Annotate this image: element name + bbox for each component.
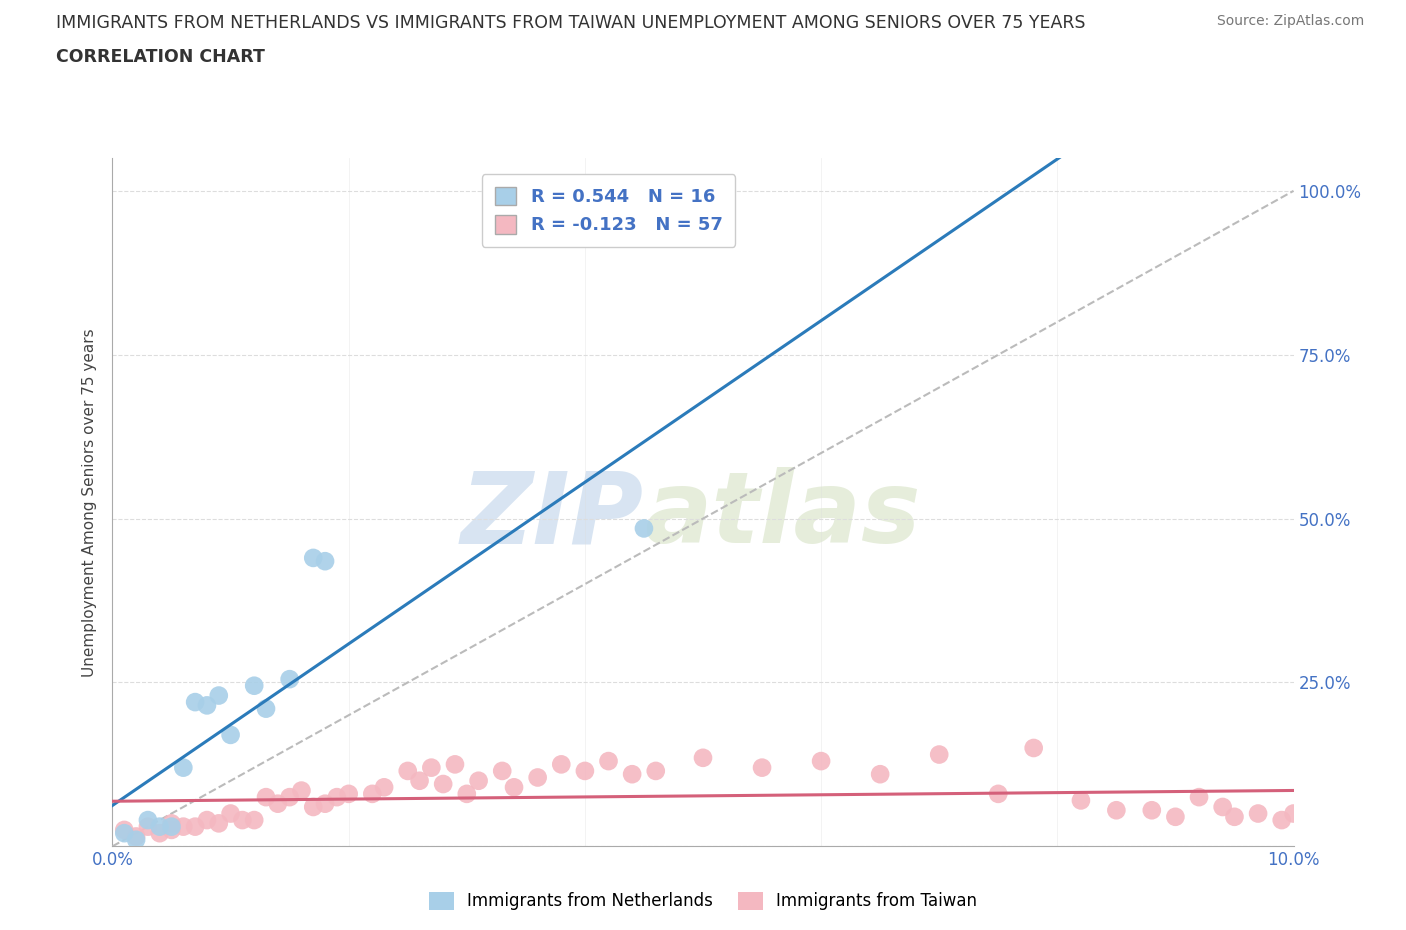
Point	[208, 816, 231, 830]
Point	[987, 787, 1010, 802]
Legend: Immigrants from Netherlands, Immigrants from Taiwan: Immigrants from Netherlands, Immigrants …	[422, 885, 984, 917]
Point	[243, 813, 266, 828]
Point	[550, 757, 572, 772]
Point	[302, 800, 325, 815]
Point	[184, 819, 207, 834]
Point	[278, 790, 301, 804]
Point	[751, 760, 773, 775]
Point	[337, 787, 360, 802]
Point	[526, 770, 548, 785]
Point	[1188, 790, 1211, 804]
Point	[290, 783, 312, 798]
Point	[136, 813, 159, 828]
Point	[172, 819, 194, 834]
Point	[1247, 806, 1270, 821]
Point	[302, 551, 325, 565]
Text: Source: ZipAtlas.com: Source: ZipAtlas.com	[1216, 14, 1364, 28]
Point	[1105, 803, 1128, 817]
Point	[231, 813, 253, 828]
Point	[1223, 809, 1246, 824]
Point	[172, 760, 194, 775]
Point	[278, 671, 301, 686]
Point	[1070, 793, 1092, 808]
Point	[621, 766, 644, 781]
Point	[491, 764, 513, 778]
Point	[1164, 809, 1187, 824]
Point	[928, 747, 950, 762]
Y-axis label: Unemployment Among Seniors over 75 years: Unemployment Among Seniors over 75 years	[82, 328, 97, 676]
Point	[644, 764, 666, 778]
Point	[467, 774, 489, 789]
Point	[314, 796, 336, 811]
Point	[112, 826, 135, 841]
Point	[149, 819, 172, 834]
Point	[1282, 806, 1305, 821]
Point	[125, 829, 148, 844]
Point	[810, 753, 832, 768]
Text: ZIP: ZIP	[461, 468, 644, 565]
Point	[160, 819, 183, 834]
Point	[125, 832, 148, 847]
Point	[633, 521, 655, 536]
Point	[1294, 816, 1316, 830]
Point	[1022, 740, 1045, 755]
Point	[208, 688, 231, 703]
Text: CORRELATION CHART: CORRELATION CHART	[56, 48, 266, 66]
Point	[503, 780, 526, 795]
Point	[432, 777, 454, 791]
Point	[219, 727, 242, 742]
Point	[456, 787, 478, 802]
Point	[692, 751, 714, 765]
Point	[444, 757, 467, 772]
Point	[361, 787, 384, 802]
Point	[160, 822, 183, 837]
Point	[184, 695, 207, 710]
Point	[408, 774, 430, 789]
Point	[267, 796, 290, 811]
Point	[373, 780, 395, 795]
Point	[136, 819, 159, 834]
Point	[1140, 803, 1163, 817]
Point	[160, 816, 183, 830]
Point	[195, 698, 218, 712]
Point	[195, 813, 218, 828]
Point	[254, 701, 277, 716]
Legend: R = 0.544   N = 16, R = -0.123   N = 57: R = 0.544 N = 16, R = -0.123 N = 57	[482, 174, 735, 247]
Point	[314, 553, 336, 568]
Point	[574, 764, 596, 778]
Point	[1271, 813, 1294, 828]
Text: IMMIGRANTS FROM NETHERLANDS VS IMMIGRANTS FROM TAIWAN UNEMPLOYMENT AMONG SENIORS: IMMIGRANTS FROM NETHERLANDS VS IMMIGRANT…	[56, 14, 1085, 32]
Point	[243, 678, 266, 693]
Point	[112, 822, 135, 837]
Text: atlas: atlas	[644, 468, 921, 565]
Point	[254, 790, 277, 804]
Point	[326, 790, 349, 804]
Point	[396, 764, 419, 778]
Point	[420, 760, 443, 775]
Point	[149, 826, 172, 841]
Point	[1317, 803, 1340, 817]
Point	[869, 766, 891, 781]
Point	[1212, 800, 1234, 815]
Point	[219, 806, 242, 821]
Point	[598, 753, 620, 768]
